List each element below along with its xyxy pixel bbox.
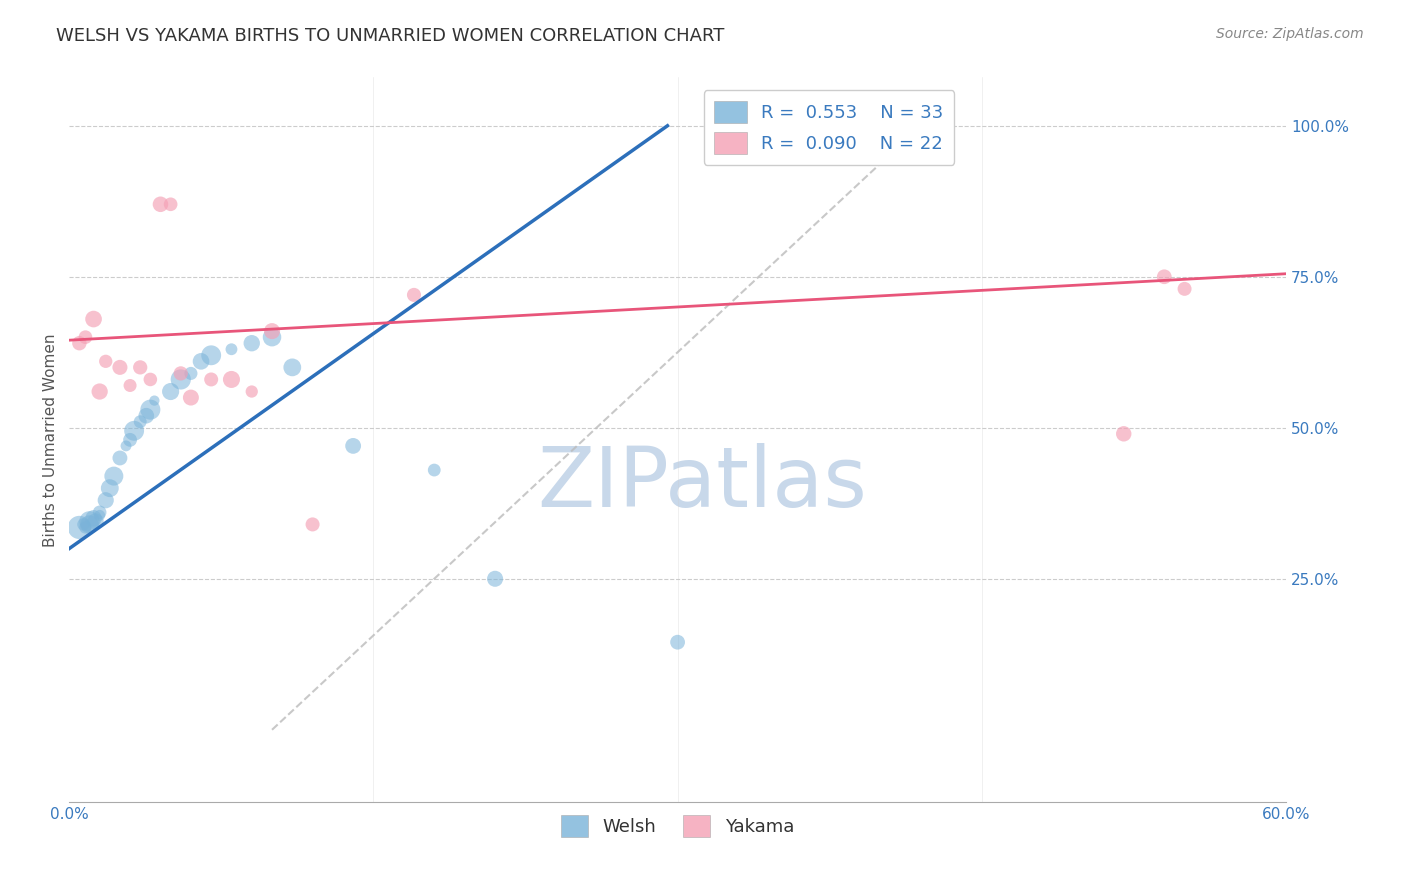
Point bbox=[301, 517, 323, 532]
Point bbox=[83, 511, 105, 525]
Point bbox=[129, 415, 152, 429]
Point bbox=[120, 378, 142, 392]
Point bbox=[83, 312, 105, 326]
Point bbox=[170, 372, 193, 386]
Text: WELSH VS YAKAMA BIRTHS TO UNMARRIED WOMEN CORRELATION CHART: WELSH VS YAKAMA BIRTHS TO UNMARRIED WOME… bbox=[56, 27, 724, 45]
Point bbox=[221, 372, 243, 386]
Point bbox=[484, 572, 506, 586]
Point bbox=[135, 409, 157, 423]
Point bbox=[120, 433, 142, 447]
Point bbox=[75, 520, 97, 534]
Point bbox=[94, 354, 117, 368]
Point bbox=[143, 393, 166, 408]
Point bbox=[67, 520, 90, 534]
Point bbox=[240, 384, 263, 399]
Point bbox=[75, 330, 97, 344]
Point bbox=[260, 324, 283, 338]
Point bbox=[666, 635, 689, 649]
Point bbox=[139, 372, 162, 386]
Point bbox=[200, 372, 222, 386]
Point bbox=[423, 463, 446, 477]
Point bbox=[281, 360, 304, 375]
Point bbox=[180, 367, 202, 381]
Point bbox=[221, 343, 243, 357]
Point bbox=[1174, 282, 1197, 296]
Legend: Welsh, Yakama: Welsh, Yakama bbox=[554, 807, 801, 844]
Point bbox=[89, 384, 111, 399]
Point bbox=[84, 515, 107, 529]
Point bbox=[115, 439, 138, 453]
Point bbox=[139, 402, 162, 417]
Point bbox=[342, 439, 364, 453]
Text: ZIPatlas: ZIPatlas bbox=[537, 442, 868, 524]
Point bbox=[94, 493, 117, 508]
Point bbox=[98, 481, 121, 495]
Point bbox=[103, 469, 125, 483]
Point bbox=[108, 360, 131, 375]
Point bbox=[72, 517, 94, 532]
Point bbox=[129, 360, 152, 375]
Point bbox=[89, 505, 111, 519]
Point bbox=[1112, 426, 1135, 441]
Point bbox=[89, 508, 111, 523]
Point bbox=[108, 450, 131, 465]
Point bbox=[240, 336, 263, 351]
Point bbox=[200, 348, 222, 362]
Point bbox=[67, 336, 90, 351]
Point bbox=[402, 288, 425, 302]
Point bbox=[159, 384, 181, 399]
Point bbox=[79, 515, 101, 529]
Point bbox=[180, 391, 202, 405]
Point bbox=[260, 330, 283, 344]
Point bbox=[149, 197, 172, 211]
Point bbox=[122, 424, 145, 438]
Point bbox=[170, 367, 193, 381]
Point bbox=[79, 517, 101, 532]
Text: Source: ZipAtlas.com: Source: ZipAtlas.com bbox=[1216, 27, 1364, 41]
Point bbox=[159, 197, 181, 211]
Y-axis label: Births to Unmarried Women: Births to Unmarried Women bbox=[44, 333, 58, 547]
Point bbox=[190, 354, 212, 368]
Point bbox=[1153, 269, 1175, 284]
